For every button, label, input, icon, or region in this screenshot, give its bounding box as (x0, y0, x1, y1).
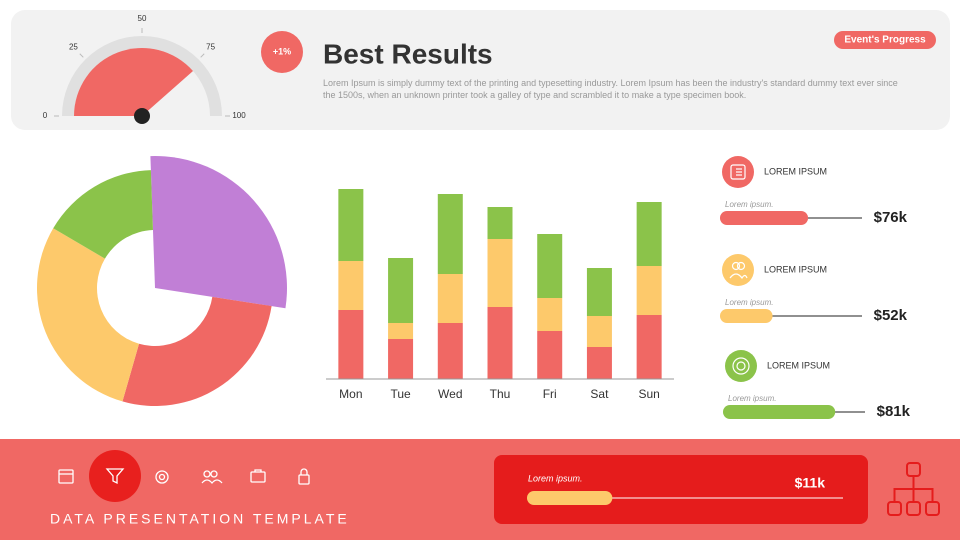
gauge-tick (79, 53, 84, 58)
org-icon (887, 462, 940, 516)
bar-segment (636, 266, 662, 315)
bar-segment (437, 274, 463, 323)
gauge-tick-label: 0 (43, 111, 48, 120)
title: Best Results (323, 38, 493, 69)
footer-title: DATA PRESENTATION TEMPLATE (50, 511, 350, 527)
bar-segment (487, 239, 513, 307)
bar-segment (586, 316, 612, 347)
kpi-label: LOREM IPSUM (764, 166, 827, 176)
donut-slice (36, 228, 140, 402)
x-tick-label: Mon (339, 387, 362, 401)
kpi-value: $81k (877, 403, 911, 420)
bar-segment (636, 315, 662, 379)
gauge-tick-label: 75 (206, 43, 215, 52)
header-panel (11, 10, 950, 130)
donut-slice (53, 170, 153, 259)
bar-segment (636, 202, 662, 266)
bar-segment (388, 323, 414, 339)
tag: Event's Progress (844, 35, 926, 46)
footer-card (494, 455, 868, 524)
bar-segment (487, 307, 513, 379)
gauge-track (62, 36, 222, 116)
kpi-bar (723, 405, 836, 419)
x-tick-label: Tue (390, 387, 411, 401)
x-tick-label: Fri (543, 387, 557, 401)
donut-slice (150, 156, 288, 309)
footer-icons (58, 450, 310, 502)
badge: +1% (273, 46, 291, 56)
gauge-tick-label: 50 (138, 14, 147, 23)
badge-circle (261, 31, 303, 73)
tag-pill (834, 31, 936, 49)
bar-segment (586, 268, 612, 316)
bar-segment (537, 331, 563, 379)
bar-segment (388, 339, 414, 379)
kpi-label: LOREM IPSUM (764, 264, 827, 274)
gauge-tick-label: 25 (69, 43, 78, 52)
x-tick-label: Wed (438, 387, 462, 401)
bar-segment (338, 261, 364, 310)
kpi-label: LOREM IPSUM (767, 360, 830, 370)
gauge-hub (134, 108, 150, 124)
card-value: $11k (795, 475, 826, 491)
description: Lorem Ipsum is simply dummy text of the … (323, 78, 898, 100)
x-tick-label: Thu (490, 387, 511, 401)
x-tick-label: Sun (638, 387, 659, 401)
kpi-caption: Lorem ipsum. (725, 298, 773, 307)
bar-segment (537, 298, 563, 331)
card-bar (527, 491, 613, 505)
card-caption: Lorem ipsum. (528, 473, 583, 483)
gauge-fill (74, 47, 194, 117)
kpi-caption: Lorem ipsum. (725, 200, 773, 209)
kpi-value: $52k (874, 307, 908, 324)
bar-segment (487, 207, 513, 239)
bar-segment (338, 310, 364, 379)
kpi-icons (722, 156, 757, 382)
kpi-bar (720, 211, 809, 225)
kpi-bar (720, 309, 773, 323)
donut-slice (122, 296, 272, 406)
gauge-tick (200, 53, 205, 58)
x-tick-label: Sat (590, 387, 609, 401)
kpi-value: $76k (874, 209, 908, 226)
bar-segment (338, 189, 364, 261)
gauge-tick-label: 100 (232, 111, 246, 120)
bar-segment (388, 258, 414, 323)
kpi-caption: Lorem ipsum. (728, 394, 776, 403)
bar-segment (437, 323, 463, 379)
bar-segment (586, 347, 612, 379)
bar-segment (537, 234, 563, 298)
bar-segment (437, 194, 463, 274)
